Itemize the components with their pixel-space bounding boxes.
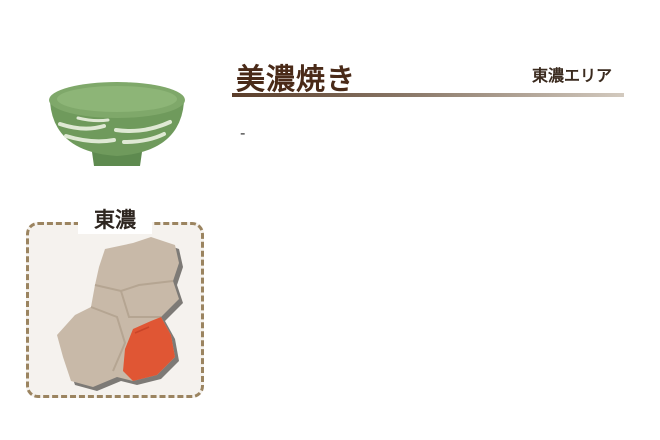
gifu-map-icon bbox=[57, 237, 183, 391]
bowl-icon bbox=[49, 82, 185, 166]
region-map-card bbox=[26, 222, 204, 398]
region-label: 東濃 bbox=[78, 206, 152, 234]
product-title: 美濃焼き bbox=[236, 62, 357, 96]
product-description: - bbox=[240, 124, 246, 142]
title-divider bbox=[232, 93, 624, 97]
area-label: 東濃エリア bbox=[531, 66, 612, 85]
